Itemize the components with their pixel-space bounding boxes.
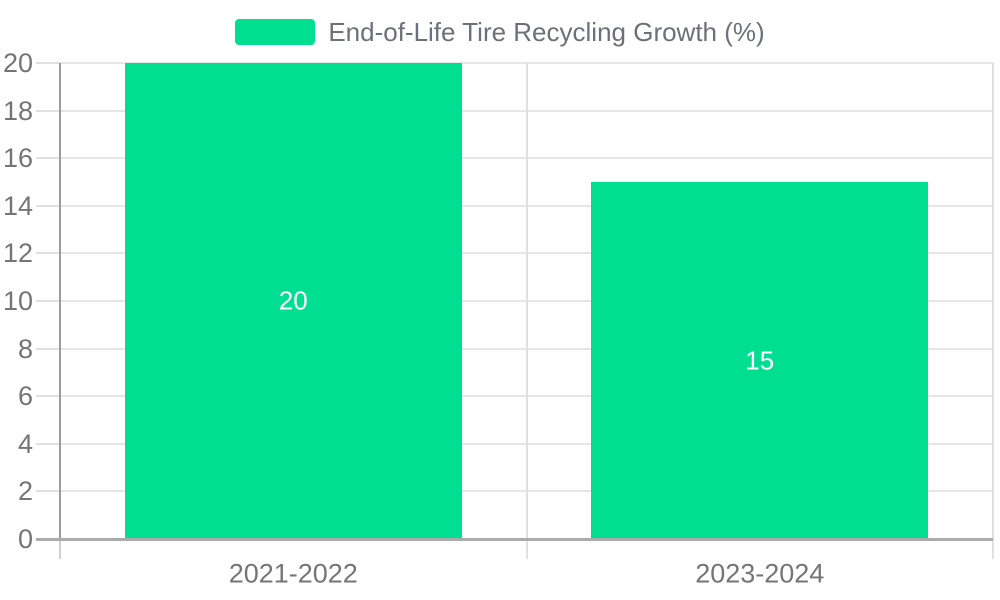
x-axis-category-label: 2023-2024: [695, 558, 825, 589]
y-axis-tick-label: 16: [2, 143, 33, 174]
category-separator-line: [525, 63, 528, 559]
legend-label: End-of-Life Tire Recycling Growth (%): [328, 16, 765, 47]
y-axis-tick: [36, 204, 60, 207]
y-axis-tick-label: 10: [2, 286, 33, 316]
y-axis-tick-label: 14: [2, 190, 33, 221]
bar: [124, 63, 462, 539]
y-axis-tick-label: 20: [2, 48, 33, 78]
y-axis-tick-label: 8: [17, 333, 33, 364]
x-axis-category-label: 2021-2022: [228, 558, 358, 589]
bar-value-label: 15: [745, 345, 775, 375]
bar-value-label: 20: [278, 285, 308, 316]
legend-swatch-icon: [235, 19, 316, 45]
y-axis-tick: [36, 252, 60, 255]
bar: [591, 182, 929, 539]
y-axis-tick-label: 12: [2, 238, 33, 269]
y-axis-tick: [36, 109, 60, 112]
y-axis-tick: [36, 442, 60, 445]
y-axis-tick-label: 0: [17, 524, 33, 554]
legend-item[interactable]: End-of-Life Tire Recycling Growth (%): [0, 12, 1000, 52]
y-axis-bottom-tick: [59, 539, 61, 559]
y-axis-line: [59, 63, 61, 539]
category-separator-line: [992, 63, 994, 559]
y-axis-tick-label: 18: [2, 95, 33, 126]
x-axis-line: [36, 538, 993, 541]
y-axis-tick: [36, 62, 60, 64]
y-axis-tick-label: 6: [17, 381, 33, 412]
y-axis-tick: [36, 157, 60, 160]
y-axis-tick: [36, 300, 60, 302]
y-axis-tick-label: 4: [17, 428, 33, 459]
y-axis-tick: [36, 490, 60, 493]
y-axis-tick: [36, 395, 60, 398]
y-axis-tick-label: 2: [17, 476, 33, 507]
y-axis-tick: [36, 347, 60, 350]
